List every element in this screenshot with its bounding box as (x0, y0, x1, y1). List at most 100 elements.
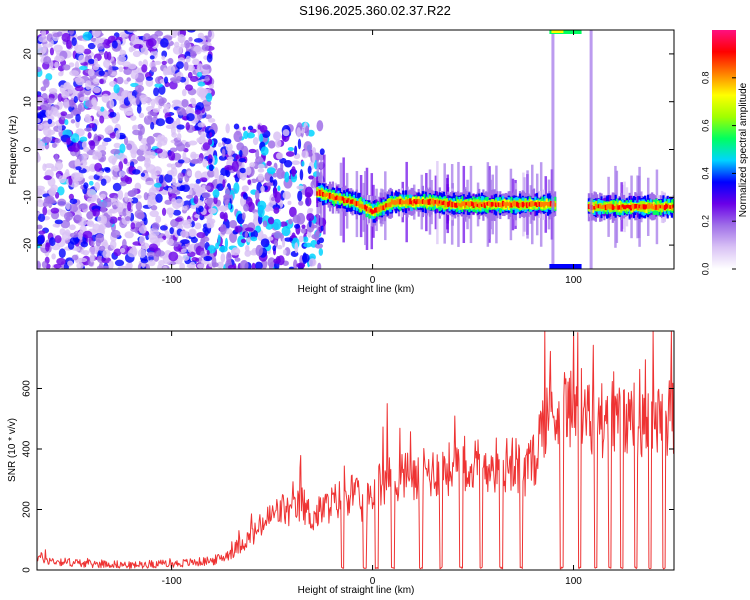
spectrogram-ridge (518, 203, 522, 207)
spectrogram-speckle (100, 178, 107, 186)
spectrogram-y-label: Frequency (Hz) (8, 116, 19, 185)
spectrogram-speckle (223, 194, 232, 199)
spectrogram-speckle (118, 66, 124, 73)
spectrogram-speckle (243, 203, 250, 212)
spectrogram-speckle (64, 113, 74, 119)
spectrogram-speckle (180, 239, 190, 245)
spectrogram-ridge (409, 198, 412, 205)
spectrogram-speckle (289, 206, 297, 218)
spectrogram-ridge (637, 204, 640, 211)
spectrogram-speckle (316, 120, 324, 132)
spectrogram-speckle (93, 106, 102, 111)
spectrogram-speckle (110, 148, 121, 155)
spectrogram-ridge (663, 204, 666, 211)
spectrogram-gap-edge (551, 30, 555, 269)
spectrogram-speckle (103, 51, 109, 60)
spectrogram-speckle (168, 151, 176, 161)
spectrogram-speckle (157, 263, 163, 269)
spectrogram-ridge (424, 200, 427, 205)
spectrogram-speckle (92, 223, 101, 233)
spectrogram-speckle (274, 191, 282, 203)
spectrogram-speckle (76, 262, 84, 269)
spectrogram-ridge (354, 200, 357, 207)
spectrogram-speckle (123, 158, 128, 165)
spectrogram-speckle (98, 70, 105, 76)
spectrogram-speckle (282, 249, 287, 256)
spectrogram-speckle (90, 240, 95, 247)
colorbar-label: Normalized spectral amplitude (738, 82, 749, 217)
spectrogram-speckle (291, 160, 301, 166)
spectrogram-ridge (437, 200, 440, 207)
spectrogram-speckle (169, 227, 174, 235)
spectrogram-speckle (48, 88, 58, 94)
spectrogram-speckle (155, 193, 163, 203)
spectrogram-ridge (411, 200, 415, 206)
spectrogram-speckle (87, 132, 92, 139)
spectrogram-ridge (653, 204, 657, 210)
spectrogram-speckle (250, 178, 258, 184)
spectrogram-speckle (189, 97, 196, 104)
spectrogram-speckle (69, 224, 76, 231)
spectrogram-ridge (632, 204, 636, 210)
spectrogram-ridge (651, 203, 654, 209)
spectrogram-speckle (153, 112, 158, 119)
colorbar-tick-label: 0.2 (700, 215, 710, 228)
spectrogram-speckle (119, 181, 127, 187)
spectrogram-speckle (211, 262, 219, 268)
spectrogram-speckle (80, 241, 89, 248)
spectrogram-speckle (205, 114, 212, 120)
spectrogram-speckle (305, 196, 312, 207)
spectrogram-ridge (655, 204, 658, 210)
spectrogram-speckle (57, 186, 65, 196)
spectrogram-speckle (219, 223, 227, 235)
spectrogram-speckle (88, 246, 99, 255)
spectrogram-speckle (51, 142, 57, 148)
spectrogram-ridge (426, 199, 429, 204)
spectrogram-speckle (74, 246, 81, 252)
spectrogram-ridge (378, 207, 381, 212)
spectrogram-speckle (143, 217, 148, 226)
spectrogram-speckle (37, 185, 45, 191)
spectrogram-speckle (38, 35, 49, 43)
spectrogram-speckle (45, 242, 50, 252)
spectrogram-speckle (307, 165, 312, 175)
spectrogram-speckle (207, 169, 215, 178)
spectrogram-ridge (361, 204, 364, 210)
spectrogram-ridge (511, 201, 515, 207)
spectrogram-ridge (614, 206, 617, 210)
spectrogram-speckle (254, 261, 263, 269)
spectrogram-ridge (493, 201, 496, 207)
spectrogram-ridge (454, 202, 457, 208)
spectrogram-speckle (273, 131, 282, 141)
spectrogram-speckle (222, 179, 226, 188)
spectrogram-speckle (112, 182, 122, 192)
spectrogram-speckle (180, 43, 185, 48)
spectrogram-ridge (601, 205, 605, 209)
spectrogram-ridge (366, 208, 370, 212)
spectrogram-speckle (106, 197, 112, 203)
spectrogram-ridge (510, 203, 513, 208)
spectrogram-speckle (67, 260, 74, 267)
spectrogram-ridge (478, 202, 481, 209)
spectrogram-speckle (122, 90, 131, 97)
spectrogram-speckle (61, 90, 70, 99)
spectrogram-speckle (208, 207, 217, 214)
spectrogram-speckle (104, 126, 114, 134)
spectrogram-speckle (287, 200, 292, 205)
spectrogram-speckle (102, 265, 110, 269)
spectrogram-ridge (372, 210, 375, 214)
spectrogram-ridge (421, 199, 425, 205)
spectrogram-speckle (74, 158, 81, 167)
spectrogram-speckle (108, 260, 114, 269)
spectrogram-speckle (37, 260, 41, 269)
spectrogram-speckle (150, 205, 158, 211)
spectrogram-speckle (304, 186, 314, 198)
spectrogram-ridge (386, 203, 389, 208)
spectrogram-ridge (497, 202, 500, 207)
spectrogram-speckle (110, 239, 117, 250)
colorbar-gradient (712, 30, 736, 269)
spectrogram-speckle (113, 84, 120, 94)
spectrogram-ridge (606, 203, 609, 210)
spectrogram-speckle (221, 137, 228, 142)
